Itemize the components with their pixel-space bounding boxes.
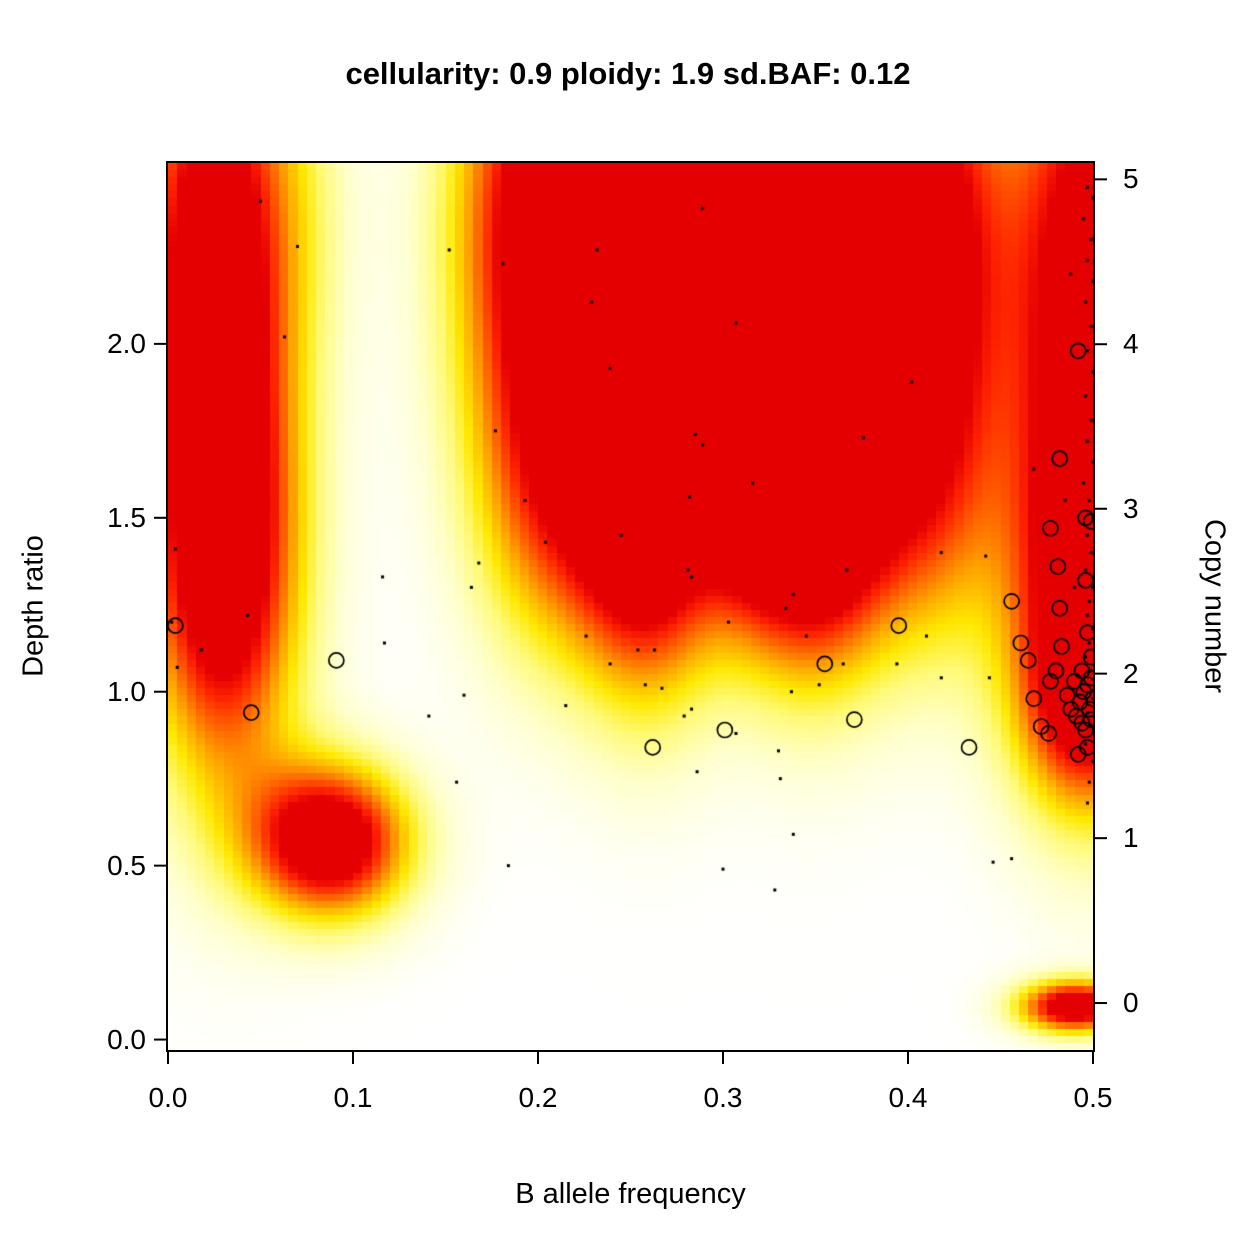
y-tick-label: 1.5 (107, 501, 146, 533)
plot-area (166, 161, 1095, 1052)
y2-tick-label: 5 (1123, 163, 1139, 195)
posterior-heatmap-canvas (168, 163, 1093, 1050)
y-tick-label: 0.0 (107, 1023, 146, 1055)
y2-tick-label: 1 (1123, 822, 1139, 854)
y-tick-label: 1.0 (107, 675, 146, 707)
y-axis-label: Depth ratio (17, 535, 50, 677)
chart-title: cellularity: 0.9 ploidy: 1.9 sd.BAF: 0.1… (345, 56, 911, 91)
x-tick-label: 0.2 (518, 1082, 558, 1113)
x-tick-label: 0.4 (888, 1082, 928, 1113)
y2-tick-label: 3 (1123, 492, 1139, 524)
x-tick-label: 0.0 (148, 1082, 188, 1113)
x-tick-label: 0.3 (703, 1082, 743, 1113)
x-tick-label: 0.1 (333, 1082, 373, 1113)
y2-tick-label: 0 (1123, 987, 1139, 1019)
x-tick-label: 0.5 (1073, 1082, 1113, 1113)
x-axis-label: B allele frequency (515, 1178, 746, 1210)
y-tick-label: 2.0 (107, 327, 146, 359)
y2-axis-label: Copy number (1198, 518, 1231, 694)
y2-tick-label: 4 (1123, 328, 1139, 360)
y2-tick-label: 2 (1123, 657, 1139, 689)
y-tick-label: 0.5 (107, 849, 146, 881)
